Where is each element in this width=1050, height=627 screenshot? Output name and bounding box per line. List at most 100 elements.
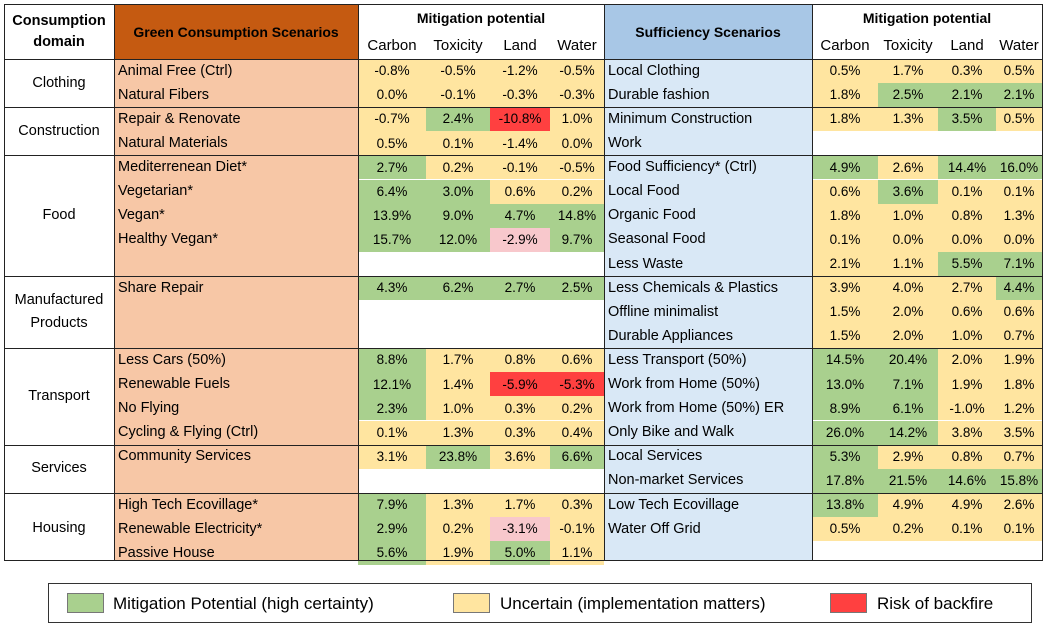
green-col-header-0: Carbon (367, 37, 417, 54)
sufficiency-value-cell: 15.8% (996, 468, 1042, 493)
sufficiency-value-cell: 3.6% (878, 179, 938, 204)
sufficiency-col-header-0: Carbon (820, 37, 870, 54)
sufficiency-value-cell (938, 541, 996, 566)
green-value-cell: -0.1% (550, 516, 604, 541)
sufficiency-scenarios-panel (604, 4, 812, 561)
sufficiency-value-cell: 4.9% (878, 492, 938, 517)
green-value-cell: 1.3% (426, 420, 490, 445)
green-value-cell: 0.2% (550, 396, 604, 421)
sufficiency-value-cell: 1.1% (878, 251, 938, 276)
green-scenario-name: Cycling & Flying (Ctrl) (118, 424, 259, 441)
green-scenario-name: Renewable Fuels (118, 376, 231, 393)
sufficiency-value-cell: 6.1% (878, 396, 938, 421)
sufficiency-value-cell: 0.5% (996, 59, 1042, 84)
grid-horizontal-line (4, 4, 1042, 5)
sufficiency-value-cell (938, 131, 996, 156)
sufficiency-scenario-name: Local Services (608, 448, 703, 465)
green-scenarios-header: Green Consumption Scenarios (114, 4, 358, 59)
green-value-cell (358, 251, 426, 276)
sufficiency-value-cell: 2.6% (878, 155, 938, 180)
sufficiency-value-cell: 16.0% (996, 155, 1042, 180)
sufficiency-value-cell: 1.8% (996, 372, 1042, 397)
green-value-cell: 0.6% (490, 179, 550, 204)
green-scenario-name: Mediterrenean Diet* (118, 159, 247, 176)
green-value-cell: -0.3% (490, 83, 550, 108)
green-value-cell: 1.0% (426, 396, 490, 421)
green-scenarios-panel (114, 4, 358, 561)
sufficiency-value-cell: 4.0% (878, 275, 938, 300)
green-value-cell: 2.9% (358, 516, 426, 541)
sufficiency-value-cell: 2.1% (812, 251, 878, 276)
green-value-cell: 4.7% (490, 203, 550, 228)
legend-swatch-yellow (453, 593, 490, 613)
green-value-cell: 12.0% (426, 227, 490, 252)
sufficiency-value-cell: 0.1% (996, 179, 1042, 204)
green-value-cell: -0.1% (426, 83, 490, 108)
grid-vertical-line (4, 4, 5, 561)
sufficiency-value-cell: 7.1% (878, 372, 938, 397)
green-value-cell (490, 468, 550, 493)
green-value-cell (490, 251, 550, 276)
green-value-cell: -0.5% (550, 59, 604, 84)
green-scenario-name: Repair & Renovate (118, 110, 241, 127)
sufficiency-value-cell: 1.8% (812, 203, 878, 228)
sufficiency-scenario-name: Durable Appliances (608, 327, 733, 344)
sufficiency-scenario-name: Organic Food (608, 207, 696, 224)
grid-vertical-line (604, 4, 605, 561)
grid-horizontal-line (4, 559, 1042, 561)
green-value-cell: 2.7% (358, 155, 426, 180)
sufficiency-value-cell: 0.6% (812, 179, 878, 204)
sufficiency-value-cell: 14.6% (938, 468, 996, 493)
green-value-cell (358, 468, 426, 493)
green-value-cell: 12.1% (358, 372, 426, 397)
legend-label-backfire: Risk of backfire (877, 594, 994, 613)
sufficiency-scenario-name: Minimum Construction (608, 110, 753, 127)
sufficiency-value-cell: 1.0% (878, 203, 938, 228)
sufficiency-scenario-name: Work from Home (50%) ER (608, 400, 785, 417)
sufficiency-value-cell: 13.0% (812, 372, 878, 397)
green-value-cell: 2.5% (550, 275, 604, 300)
green-value-cell: 0.2% (550, 179, 604, 204)
sufficiency-scenario-name: Water Off Grid (608, 520, 701, 537)
green-value-cell: -0.3% (550, 83, 604, 108)
sufficiency-col-header-2: Land (950, 37, 984, 54)
green-value-cell (358, 324, 426, 349)
sufficiency-value-cell: -1.0% (938, 396, 996, 421)
sufficiency-scenario-name: Offline minimalist (608, 303, 719, 320)
green-value-cell: 1.9% (426, 541, 490, 566)
domain-label: Services (31, 460, 87, 477)
sufficiency-value-cell: 4.4% (996, 275, 1042, 300)
sufficiency-scenario-name: Work (608, 135, 642, 152)
sufficiency-value-cell: 0.0% (878, 227, 938, 252)
grid-horizontal-line (4, 444, 1042, 446)
sufficiency-value-cell: 0.3% (938, 59, 996, 84)
green-value-cell: 1.3% (426, 492, 490, 517)
sufficiency-value-cell (812, 541, 878, 566)
sufficiency-value-cell: 0.0% (996, 227, 1042, 252)
sufficiency-value-cell: 7.1% (996, 251, 1042, 276)
green-value-cell: -1.2% (490, 59, 550, 84)
sufficiency-value-cell: 2.0% (938, 348, 996, 373)
sufficiency-value-cell: 0.5% (996, 107, 1042, 132)
legend-label-mitigation: Mitigation Potential (high certainty) (113, 594, 374, 613)
sufficiency-scenario-name: Non-market Services (608, 472, 744, 489)
grid-horizontal-line (4, 155, 1042, 157)
green-value-cell: 2.4% (426, 107, 490, 132)
green-value-cell: 9.7% (550, 227, 604, 252)
grid-vertical-line (114, 4, 115, 561)
green-value-cell (550, 300, 604, 325)
sufficiency-value-cell: 1.2% (996, 396, 1042, 421)
green-value-cell: 0.3% (490, 420, 550, 445)
sufficiency-scenario-name: Durable fashion (608, 86, 710, 103)
green-value-cell (426, 300, 490, 325)
green-scenario-name: Animal Free (Ctrl) (118, 62, 233, 79)
sufficiency-value-cell: 17.8% (812, 468, 878, 493)
sufficiency-value-cell: 1.8% (812, 83, 878, 108)
sufficiency-mitigation-header: Mitigation potential (862, 10, 992, 26)
sufficiency-value-cell: 2.0% (878, 300, 938, 325)
green-value-cell (490, 324, 550, 349)
green-value-cell: 0.1% (358, 420, 426, 445)
green-value-cell: 0.3% (550, 492, 604, 517)
grid-horizontal-line (4, 107, 1042, 109)
green-value-cell: 1.0% (550, 107, 604, 132)
